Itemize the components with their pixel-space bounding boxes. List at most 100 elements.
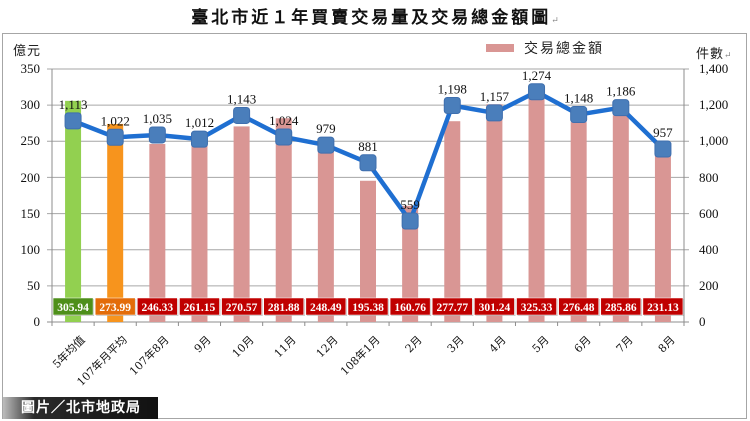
bar-value-label: 195.38 (352, 302, 384, 314)
line-marker (570, 106, 588, 124)
chart-frame (2, 33, 747, 419)
bar-value-box (474, 297, 515, 316)
legend-label: 交易總金額 (524, 41, 604, 57)
left-tick: 350 (20, 61, 41, 76)
left-axis-unit: 億元 (13, 44, 42, 59)
bar (528, 86, 545, 322)
bar (233, 126, 250, 323)
right-tick: 200 (699, 278, 719, 293)
bar-value-box (179, 297, 220, 316)
bar-value-label: 277.77 (436, 302, 468, 314)
bar (402, 205, 419, 322)
line-data-label: 1,113 (59, 97, 88, 112)
bar-value-box (347, 297, 389, 316)
bar-value-box (642, 297, 684, 316)
bar-value-label: 261.15 (184, 302, 216, 314)
bar-value-box (94, 297, 136, 316)
bar-value-label: 273.99 (99, 302, 131, 314)
bar (570, 122, 587, 322)
bar-value-label: 246.33 (142, 302, 174, 314)
left-tick: 300 (20, 97, 41, 112)
right-tick: 400 (699, 242, 719, 257)
left-tick: 250 (20, 133, 41, 148)
right-axis-unit: 件數↵ (696, 43, 733, 62)
bar (191, 133, 208, 322)
legend: 交易總金額 (486, 38, 604, 58)
right-tick: 1,400 (699, 61, 729, 76)
line-data-label: 1,198 (438, 82, 467, 97)
line-data-label: 559 (400, 197, 420, 212)
bar-value-label: 231.13 (647, 302, 679, 314)
chart-title-text: 臺北市近１年買賣交易量及交易總金額圖 (191, 8, 552, 28)
bar-value-label: 276.48 (563, 302, 595, 314)
bar-value-box (389, 297, 431, 316)
photo-credit: 圖片／北市地政局 (3, 397, 158, 419)
bar-value-box (305, 297, 347, 316)
line-data-label: 1,035 (143, 111, 172, 126)
bar (654, 154, 671, 322)
paragraph-mark: ↵ (724, 51, 733, 61)
line-marker (148, 126, 166, 144)
line-marker (485, 104, 503, 122)
line-marker (401, 212, 419, 230)
bar-value-box (558, 297, 599, 316)
right-tick: 1,200 (699, 97, 729, 112)
bar (612, 115, 629, 322)
right-tick: 1,000 (699, 133, 729, 148)
bar-value-label: 285.86 (605, 302, 637, 314)
left-tick: 150 (20, 206, 41, 221)
line-data-label: 979 (316, 121, 336, 136)
bar-value-box (52, 297, 94, 316)
bar (444, 121, 461, 322)
bar-value-label: 160.76 (394, 302, 426, 314)
line-marker (317, 136, 335, 154)
bar-value-label: 248.49 (310, 302, 342, 314)
bar-value-label: 325.33 (521, 302, 553, 314)
line-marker (64, 112, 82, 130)
line-marker (233, 106, 251, 124)
bar (275, 118, 292, 322)
bar-value-box (221, 297, 262, 316)
line-marker (443, 97, 461, 115)
line-marker (190, 130, 208, 148)
line-marker (528, 83, 546, 101)
legend-swatch (486, 44, 514, 52)
line-marker (106, 128, 124, 146)
line-data-label: 957 (653, 125, 673, 140)
right-tick: 600 (699, 206, 719, 221)
bar (65, 100, 82, 322)
line-data-label: 1,024 (269, 113, 299, 128)
line-data-label: 1,186 (606, 84, 636, 99)
line-data-label: 1,022 (101, 113, 130, 128)
right-axis-unit-text: 件數 (696, 47, 725, 62)
bar-value-box (137, 297, 178, 316)
left-tick: 0 (33, 314, 41, 329)
paragraph-mark: ↵ (551, 16, 559, 26)
line-marker (275, 128, 293, 146)
bar-value-box (600, 297, 642, 316)
line-data-label: 1,143 (227, 91, 256, 106)
right-tick: 0 (699, 314, 706, 329)
chart-title: 臺北市近１年買賣交易量及交易總金額圖↵ (0, 3, 750, 28)
line-data-label: 1,157 (480, 89, 510, 104)
bar-value-box (432, 297, 473, 316)
bar (317, 142, 334, 322)
bar (360, 180, 376, 322)
right-tick: 800 (699, 170, 719, 185)
bar-value-label: 301.24 (479, 302, 511, 314)
bar (107, 123, 124, 323)
line-marker (359, 154, 377, 172)
line-data-label: 1,012 (185, 115, 214, 130)
bar (486, 104, 503, 322)
left-tick: 50 (27, 278, 40, 293)
left-tick: 200 (20, 170, 41, 185)
bar-value-label: 305.94 (57, 302, 89, 314)
bar-value-box (263, 297, 304, 316)
line-data-label: 881 (358, 139, 378, 154)
bar-value-box (516, 297, 557, 316)
line-data-label: 1,148 (564, 91, 593, 106)
left-tick: 100 (20, 242, 41, 257)
bar-value-label: 281.88 (268, 302, 300, 314)
line-data-label: 1,274 (522, 68, 552, 83)
